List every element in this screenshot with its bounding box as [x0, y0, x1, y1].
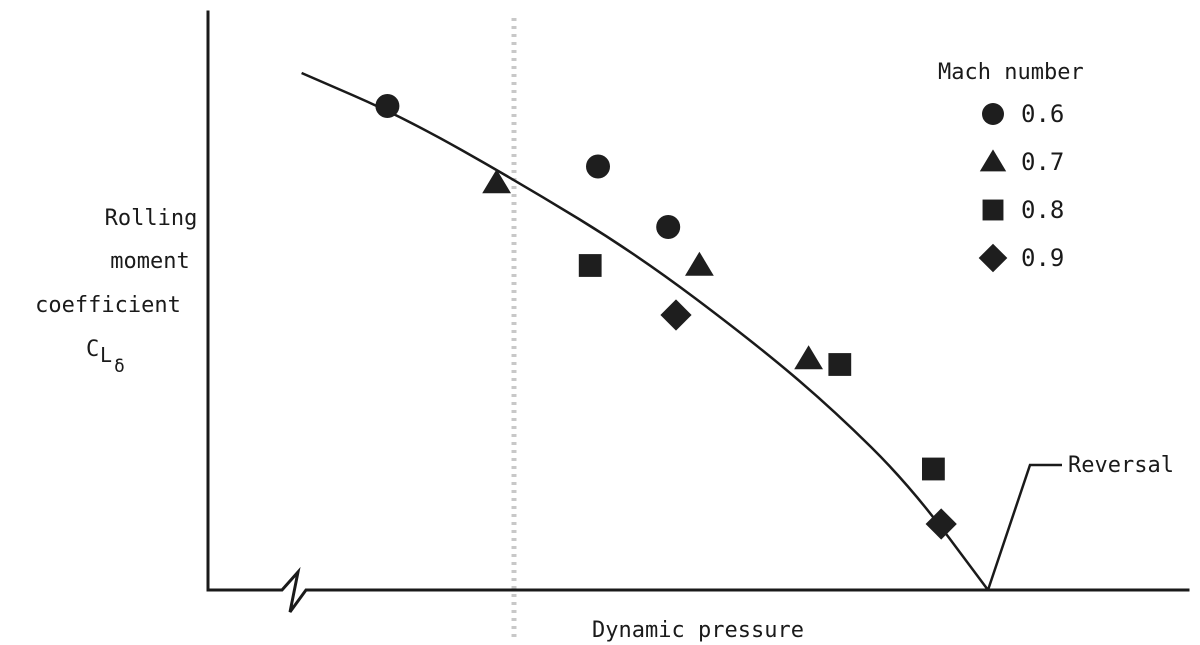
y-label-symbol-sub: L: [100, 343, 112, 367]
x-axis-label: Dynamic pressure: [592, 618, 804, 643]
data-markers: [375, 94, 957, 540]
reversal-label: Reversal: [1068, 453, 1174, 478]
data-point-diamond-2: [925, 508, 957, 540]
data-point-diamond-1: [660, 299, 692, 331]
legend-marker-diamond: [978, 243, 1008, 273]
data-point-square-1: [578, 254, 602, 277]
y-label-line-1: Rolling: [105, 206, 198, 231]
data-point-square-3: [922, 457, 945, 481]
data-point-triangle-1: [482, 169, 511, 194]
data-point-square-2: [828, 353, 852, 376]
legend-label-4: 0.9: [1021, 244, 1064, 272]
data-point-circle-1: [375, 94, 400, 118]
legend-label-2: 0.7: [1021, 148, 1064, 176]
y-label-line-2: moment: [110, 249, 189, 274]
legend-marker-circle: [982, 103, 1004, 125]
fit-curve: [301, 71, 990, 591]
legend-title: Mach number: [938, 60, 1084, 85]
data-point-circle-2: [586, 154, 610, 179]
data-point-triangle-2: [685, 251, 714, 276]
legend-label-3: 0.8: [1021, 196, 1064, 224]
y-label-symbol: C: [86, 337, 99, 362]
y-label-symbol-subsub: δ: [114, 356, 125, 377]
x-axis: [206, 566, 1190, 613]
legend-marker-triangle: [979, 149, 1007, 172]
reversal-leader-line: [986, 463, 1062, 591]
y-axis-label: Rolling moment coefficient C L δ: [35, 206, 197, 377]
data-point-triangle-3: [794, 345, 823, 370]
y-label-line-3: coefficient: [35, 293, 181, 318]
legend-marker-square: [982, 199, 1004, 221]
legend: Mach number 0.6 0.7 0.8 0.9: [938, 60, 1084, 273]
legend-label-1: 0.6: [1021, 100, 1064, 128]
data-point-circle-3: [656, 215, 681, 239]
